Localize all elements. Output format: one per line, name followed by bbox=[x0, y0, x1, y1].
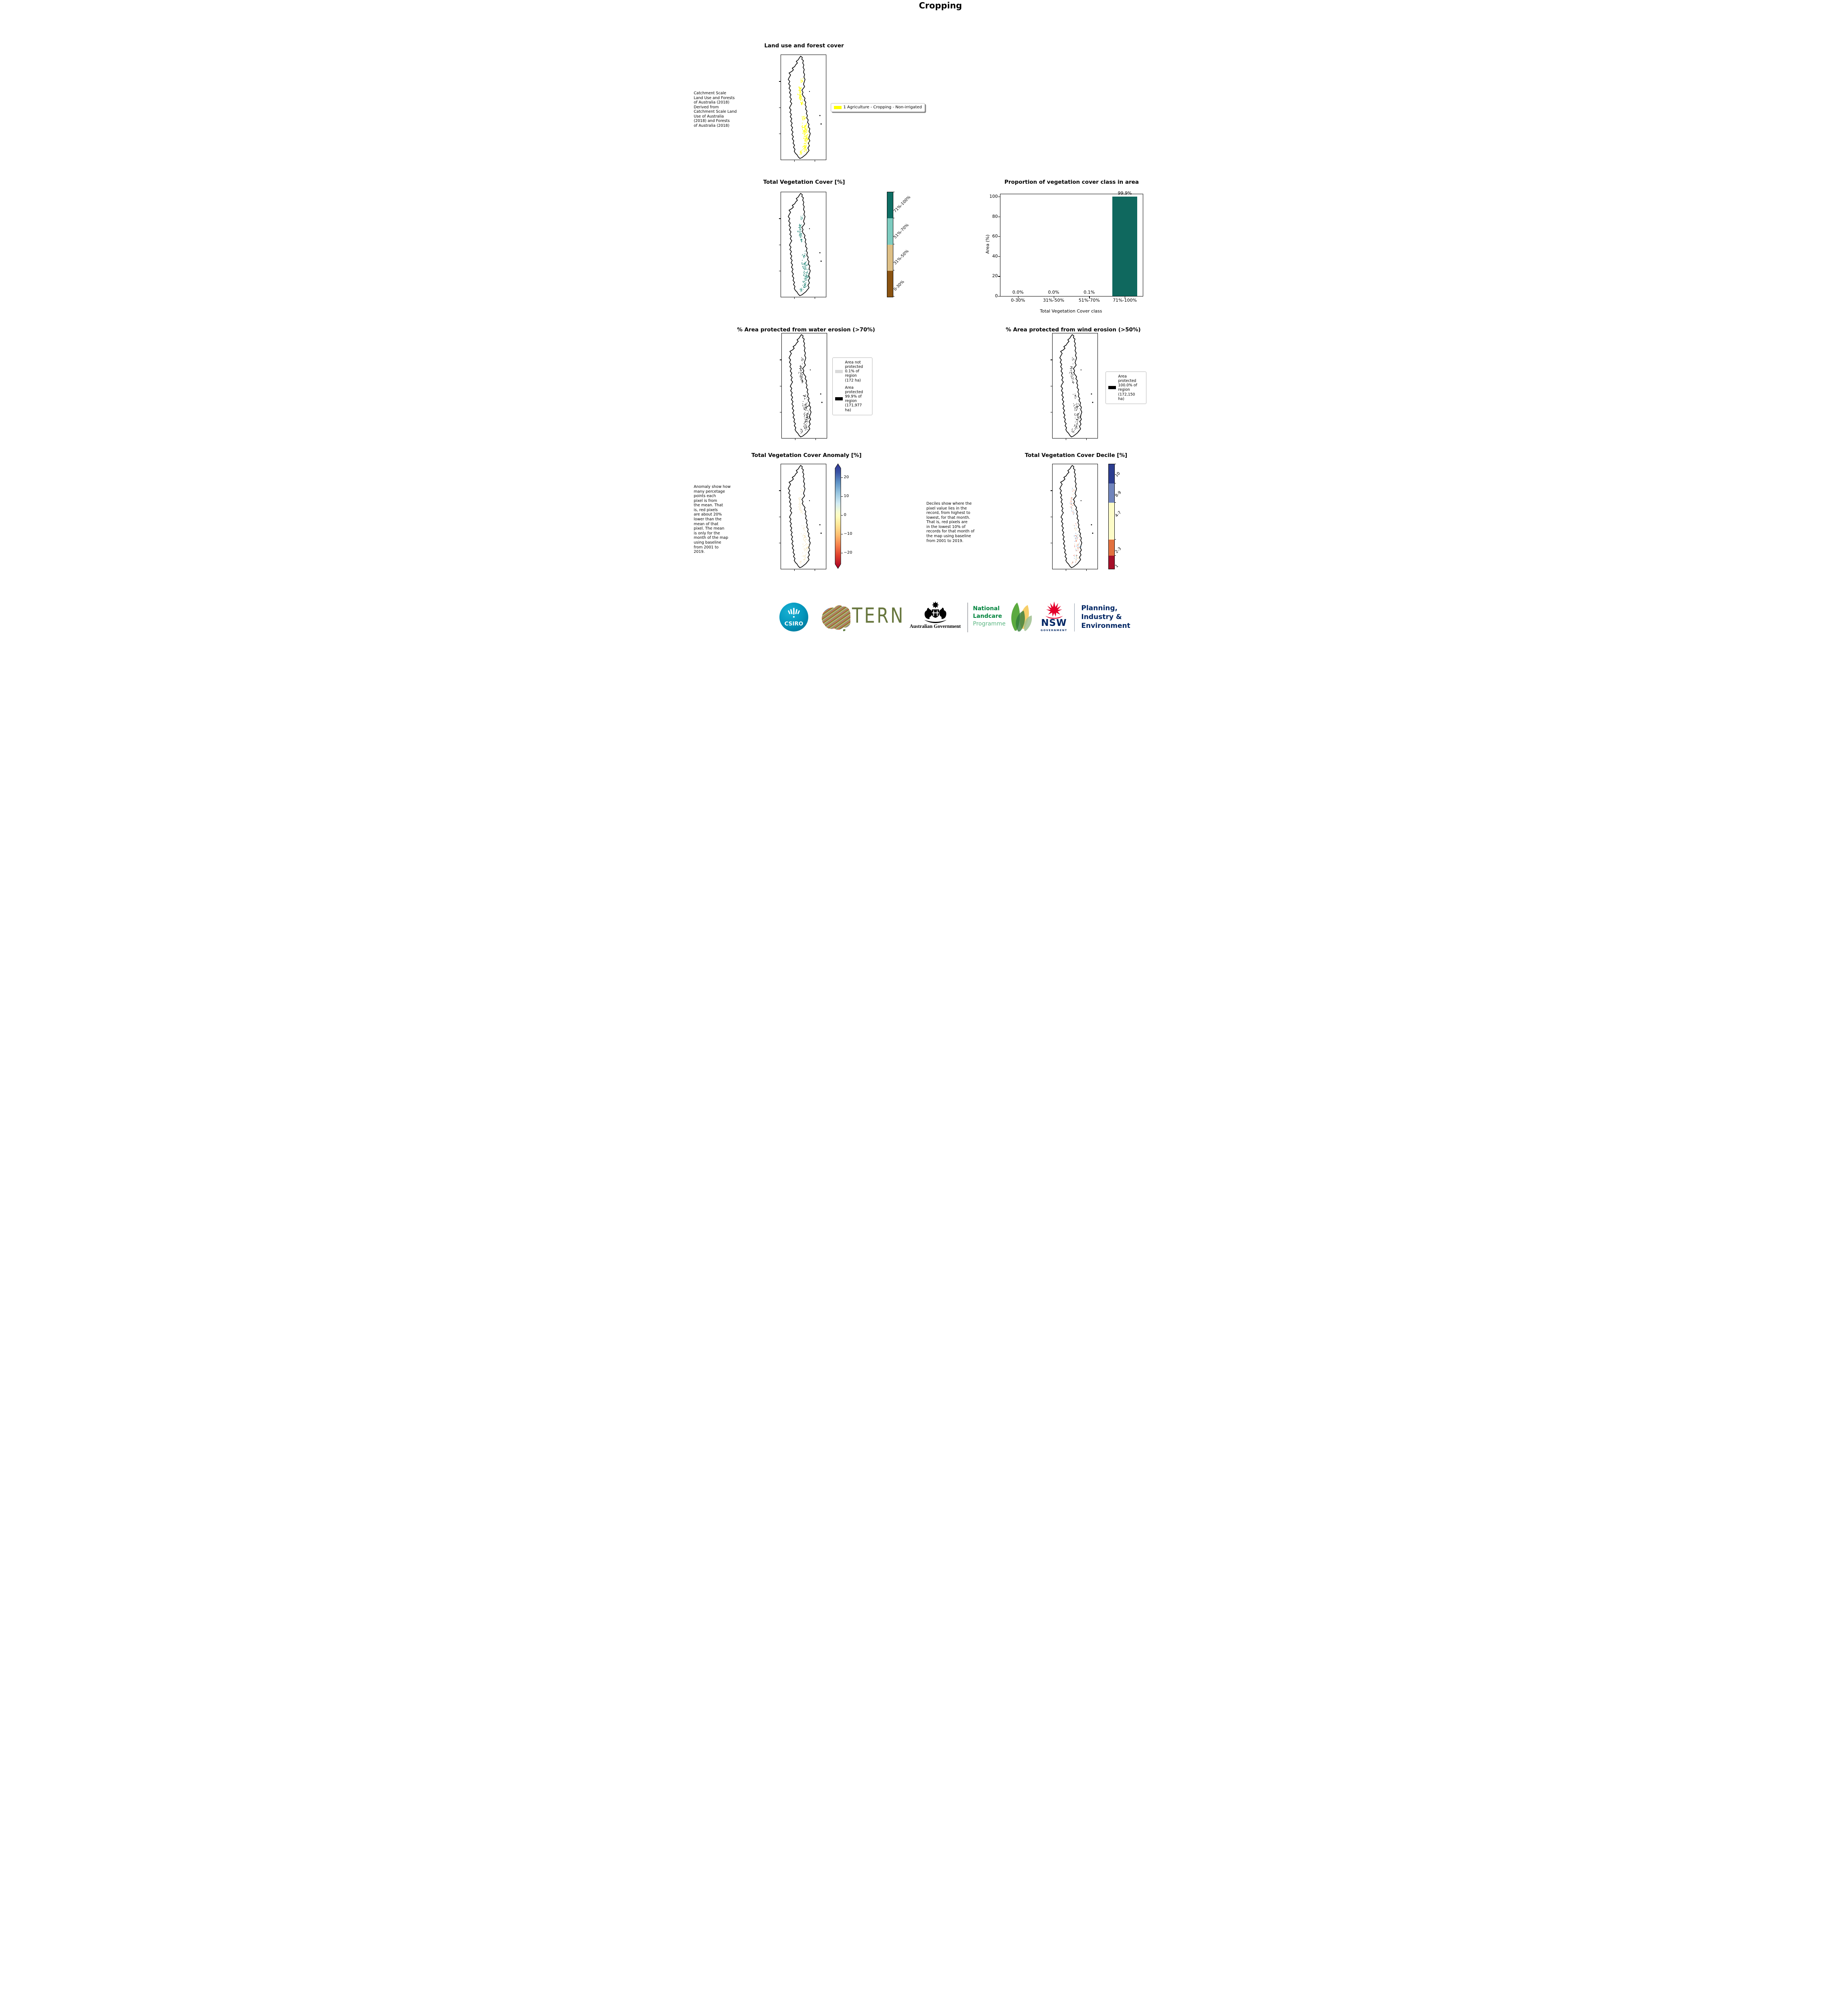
anomaly-tick-neg10: −10 bbox=[844, 532, 852, 536]
landcare-line-2: Landcare bbox=[973, 613, 1002, 619]
decile-label-1: 1 bbox=[1114, 564, 1119, 569]
bar bbox=[1112, 197, 1138, 296]
landuse-note: Catchment Scale Land Use and Forests of … bbox=[694, 91, 737, 128]
vegcover-colorbar-seg-2 bbox=[887, 218, 893, 245]
decile-label-4-7: 4-7 bbox=[1114, 510, 1122, 518]
vegcover-title: Total Vegetation Cover [%] bbox=[763, 179, 845, 185]
decile-note: Deciles show where the pixel value lies … bbox=[926, 502, 975, 543]
vegcover-map bbox=[779, 192, 826, 299]
wind-legend-label: Area protected 100.0% of region (172,150… bbox=[1118, 374, 1137, 401]
landcare-leaf-icon bbox=[1011, 603, 1032, 631]
planning-line-3: Environment bbox=[1081, 622, 1130, 630]
vegcover-colorbar-label-4: 0-30% bbox=[893, 279, 905, 292]
wind-legend: Area protected 100.0% of region (172,150… bbox=[1105, 372, 1146, 404]
anomaly-tick-20: 20 bbox=[844, 475, 849, 479]
x-tick-label: 0-30% bbox=[1011, 298, 1025, 303]
x-tick-label: 31%-50% bbox=[1043, 298, 1065, 303]
planning-line-2: Industry & bbox=[1081, 613, 1122, 621]
report-page: Cropping Land use and forest cover Catch… bbox=[693, 0, 1155, 641]
page-title: Cropping bbox=[919, 1, 962, 10]
csiro-logo: CSIRO bbox=[779, 603, 808, 631]
water-legend-swatch-protected bbox=[835, 397, 843, 401]
footer-divider-2 bbox=[1074, 603, 1075, 631]
bar-value-label: 99.9% bbox=[1118, 191, 1132, 196]
landuse-legend-swatch bbox=[834, 106, 842, 109]
water-title: % Area protected from water erosion (>70… bbox=[737, 327, 875, 333]
landcare-line-3: Programme bbox=[973, 621, 1006, 627]
planning-industry-environment-logo: Planning, Industry & Environment bbox=[1081, 604, 1130, 630]
vegcover-colorbar-seg-1 bbox=[887, 192, 893, 219]
landcare-line-1: National bbox=[973, 605, 1000, 612]
nsw-government-label: GOVERNMENT bbox=[1041, 629, 1067, 632]
wind-legend-swatch bbox=[1108, 386, 1116, 390]
water-map bbox=[779, 333, 827, 440]
anomaly-colorbar bbox=[835, 463, 841, 569]
bar-value-label: 0.1% bbox=[1083, 290, 1095, 295]
landcare-logo-text: National Landcare Programme bbox=[973, 605, 1006, 628]
vegcover-colorbar bbox=[886, 192, 893, 297]
anomaly-tick-neg20: −20 bbox=[844, 550, 852, 555]
water-legend-item-protected: Area protected 99.9% of region (171,977 … bbox=[835, 386, 870, 412]
vegcover-colorbar-seg-4 bbox=[887, 270, 893, 297]
water-legend-label-not-protected: Area not protected 0.1% of region (172 h… bbox=[845, 360, 863, 383]
landuse-title: Land use and forest cover bbox=[764, 43, 844, 49]
anomaly-map bbox=[779, 464, 826, 571]
anomaly-tick-0: 0 bbox=[844, 513, 846, 517]
anomaly-title: Total Vegetation Cover Anomaly [%] bbox=[751, 452, 862, 459]
water-legend: Area not protected 0.1% of region (172 h… bbox=[832, 357, 872, 415]
tern-australia-icon bbox=[822, 605, 850, 631]
svg-text:CSIRO: CSIRO bbox=[784, 621, 803, 627]
water-legend-swatch-not-protected bbox=[835, 370, 843, 373]
vegcover-colorbar-label-3: 31%-50% bbox=[893, 249, 910, 266]
bar-value-label: 0.0% bbox=[1048, 290, 1059, 295]
wind-title: % Area protected from wind erosion (>50%… bbox=[1006, 327, 1141, 333]
decile-colorbar-seg-2-3 bbox=[1108, 540, 1114, 556]
landuse-legend-label: 1 Agriculture - Cropping - Non-irrigated bbox=[843, 105, 922, 110]
anomaly-note: Anomaly show how many percetage points e… bbox=[694, 485, 731, 554]
vegcover-colorbar-label-1: 71%-100% bbox=[893, 195, 911, 214]
water-legend-item-not-protected: Area not protected 0.1% of region (172 h… bbox=[835, 360, 870, 383]
x-tick-label: 51%-70% bbox=[1078, 298, 1100, 303]
decile-map bbox=[1050, 464, 1098, 571]
landuse-map bbox=[779, 55, 826, 162]
tern-logo-text: TERN bbox=[852, 603, 905, 628]
chart-x-axis-label: Total Vegetation Cover class bbox=[1040, 309, 1102, 314]
bar-chart: 0 20 40 60 80 100 0.0% 0-30% 0.0% 31%-50% 0.1% 51%-… bbox=[990, 191, 1143, 303]
decile-label-10: 10 bbox=[1114, 471, 1121, 478]
planning-line-1: Planning, bbox=[1081, 604, 1118, 612]
decile-colorbar-seg-10 bbox=[1108, 464, 1114, 483]
wind-legend-item-protected: Area protected 100.0% of region (172,150… bbox=[1108, 374, 1144, 401]
vegcover-colorbar-label-2: 51%-70% bbox=[893, 223, 910, 240]
water-legend-label-protected: Area protected 99.9% of region (171,977 … bbox=[845, 385, 863, 412]
decile-colorbar bbox=[1108, 464, 1115, 569]
decile-colorbar-seg-4-7 bbox=[1108, 503, 1114, 540]
bar-value-label: 0.0% bbox=[1012, 290, 1024, 295]
decile-label-8-9: 8-9 bbox=[1114, 490, 1122, 498]
nsw-label: NSW bbox=[1041, 618, 1067, 628]
australian-government-label: Australian Government bbox=[909, 623, 961, 629]
decile-title: Total Vegetation Cover Decile [%] bbox=[1024, 452, 1128, 459]
decile-colorbar-seg-1 bbox=[1108, 556, 1114, 569]
vegcover-colorbar-seg-3 bbox=[887, 244, 893, 271]
australian-government-crest bbox=[924, 601, 947, 623]
landuse-legend: 1 Agriculture - Cropping - Non-irrigated bbox=[830, 103, 925, 112]
chart-title: Proportion of vegetation cover class in … bbox=[1004, 179, 1139, 185]
decile-label-2-3: 2-3 bbox=[1114, 546, 1122, 554]
anomaly-tick-10: 10 bbox=[844, 494, 849, 498]
decile-colorbar-seg-8-9 bbox=[1108, 483, 1114, 503]
nsw-waratah-icon bbox=[1045, 601, 1063, 619]
wind-map bbox=[1050, 333, 1098, 440]
x-tick-label: 71%-100% bbox=[1113, 298, 1137, 303]
